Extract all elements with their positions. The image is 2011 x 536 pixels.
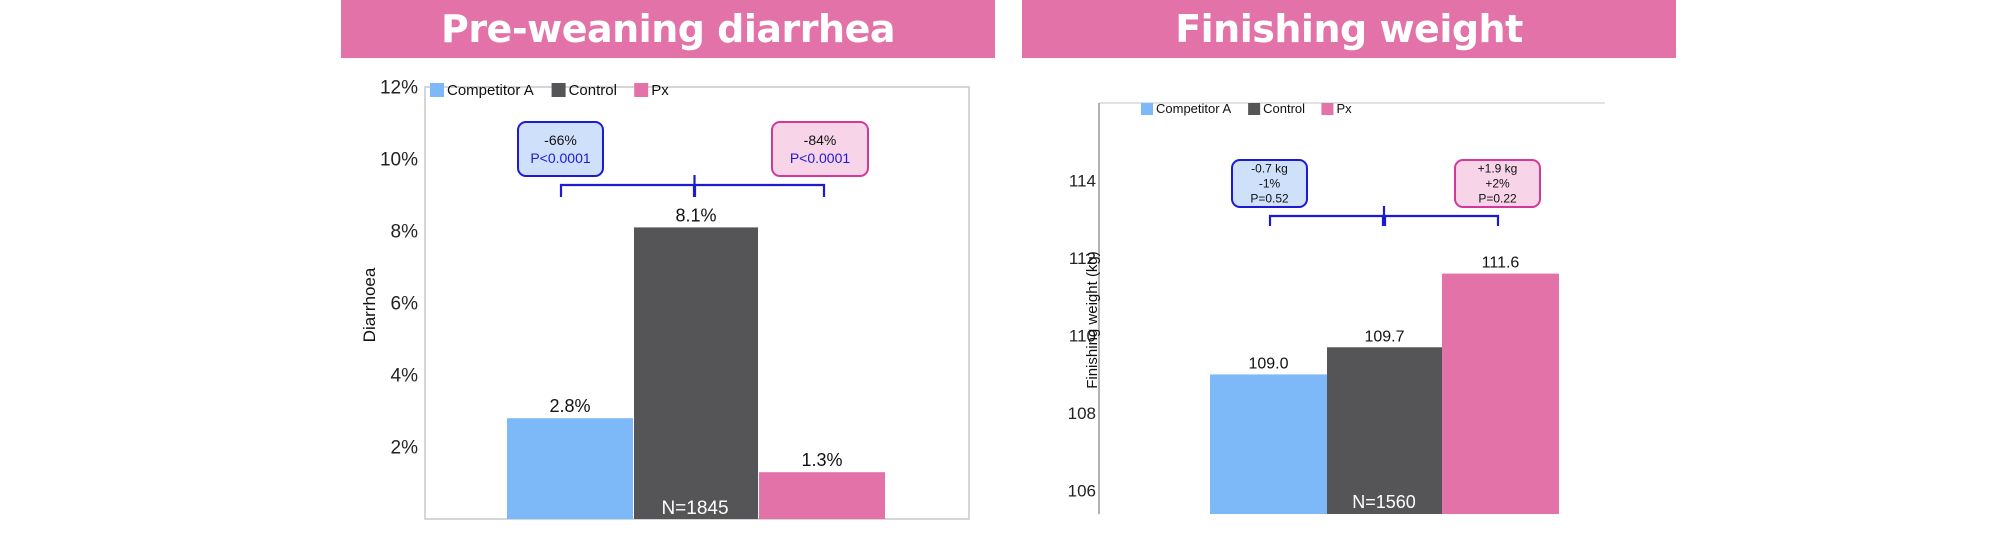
annotation-text: -0.7 kg — [1251, 162, 1288, 176]
legend-entry: Competitor A — [447, 82, 534, 99]
banner-pre-weaning-diarrhea: Pre-weaning diarrhea — [341, 0, 995, 58]
y-tick-label: 4% — [391, 366, 419, 387]
sample-size-label: N=1845 — [661, 498, 728, 519]
annotation-box: -84% P<0.0001 — [771, 121, 869, 177]
bar-competitor-a — [1210, 374, 1327, 514]
legend-swatch — [430, 83, 444, 97]
annotation-frame — [1454, 159, 1541, 208]
annotation-text: -66% — [544, 132, 577, 148]
bar-value-label: 2.8% — [549, 396, 590, 416]
bar-value-label: 1.3% — [801, 450, 842, 470]
annotation-frame — [1231, 159, 1308, 208]
annotation-text: P=0.52 — [1250, 192, 1289, 206]
banner-finishing-weight: Finishing weight — [1022, 0, 1676, 58]
bar-value-label: 111.6 — [1482, 255, 1520, 272]
y-tick-label: 108 — [1068, 404, 1096, 423]
legend-entry: Control — [1263, 101, 1305, 116]
legend-entry: Px — [1336, 101, 1352, 116]
bracket — [559, 183, 696, 197]
bracket — [693, 183, 826, 197]
legend-swatch — [634, 83, 649, 97]
chart-diarrhea: 2% 4% 6% 8% 10% 12% Diarrhoea 2.8% 8.1% 1.3% N=184… — [360, 78, 970, 520]
legend-swatch — [1248, 103, 1261, 115]
annotation-text: P=0.22 — [1478, 192, 1517, 206]
y-tick-label: 12% — [380, 78, 418, 99]
y-axis-label: Diarrhoea — [360, 267, 379, 342]
significance-brackets — [1268, 206, 1500, 226]
annotation-text: P<0.0001 — [530, 150, 591, 166]
bar-competitor-a — [507, 418, 633, 519]
sample-size-label: N=1560 — [1352, 492, 1416, 512]
annotation-frame — [771, 121, 869, 177]
significance-brackets — [559, 175, 826, 197]
bracket — [1268, 214, 1385, 226]
y-tick-label: 114 — [1069, 171, 1096, 190]
annotation-box: -66% P<0.0001 — [517, 121, 604, 177]
annotation-text: -84% — [804, 132, 837, 148]
annotation-text: P<0.0001 — [790, 150, 851, 166]
y-tick-label: 110 — [1069, 327, 1096, 346]
y-tick-label: 10% — [380, 150, 418, 171]
y-axis-label: Finishing weight (kg) — [1084, 251, 1101, 389]
y-tick-label: 112 — [1069, 249, 1096, 268]
annotation-box: +1.9 kg+2%P=0.22 — [1454, 159, 1541, 208]
legend-swatch — [551, 83, 566, 97]
chart-weight: 106 108 110 112 114 Finishing weight (kg) 109.… — [1068, 101, 1605, 514]
bar-control — [634, 227, 758, 519]
legend-swatch — [1321, 103, 1334, 115]
annotation-box: -0.7 kg-1%P=0.52 — [1231, 159, 1308, 208]
bar-value-label: 8.1% — [675, 205, 716, 225]
legend-entry: Px — [651, 82, 669, 99]
bar-value-label: 109.0 — [1248, 355, 1288, 372]
y-tick-label: 6% — [391, 294, 419, 315]
annotation-text: -1% — [1259, 177, 1281, 191]
y-tick-label: 8% — [391, 222, 419, 243]
y-tick-label: 106 — [1068, 482, 1096, 501]
bracket — [1383, 214, 1500, 226]
annotation-text: +1.9 kg — [1478, 162, 1518, 176]
legend-swatch — [1141, 103, 1153, 115]
legend-entry: Control — [569, 82, 617, 99]
legend-entry: Competitor A — [1156, 101, 1231, 116]
bar-value-label: 109.7 — [1364, 328, 1404, 345]
annotation-text: +2% — [1485, 177, 1510, 191]
bar-px — [1442, 273, 1559, 514]
bar-control — [1327, 347, 1442, 514]
bar-px — [759, 472, 885, 519]
annotation-frame — [517, 121, 604, 177]
y-tick-label: 2% — [391, 438, 419, 459]
